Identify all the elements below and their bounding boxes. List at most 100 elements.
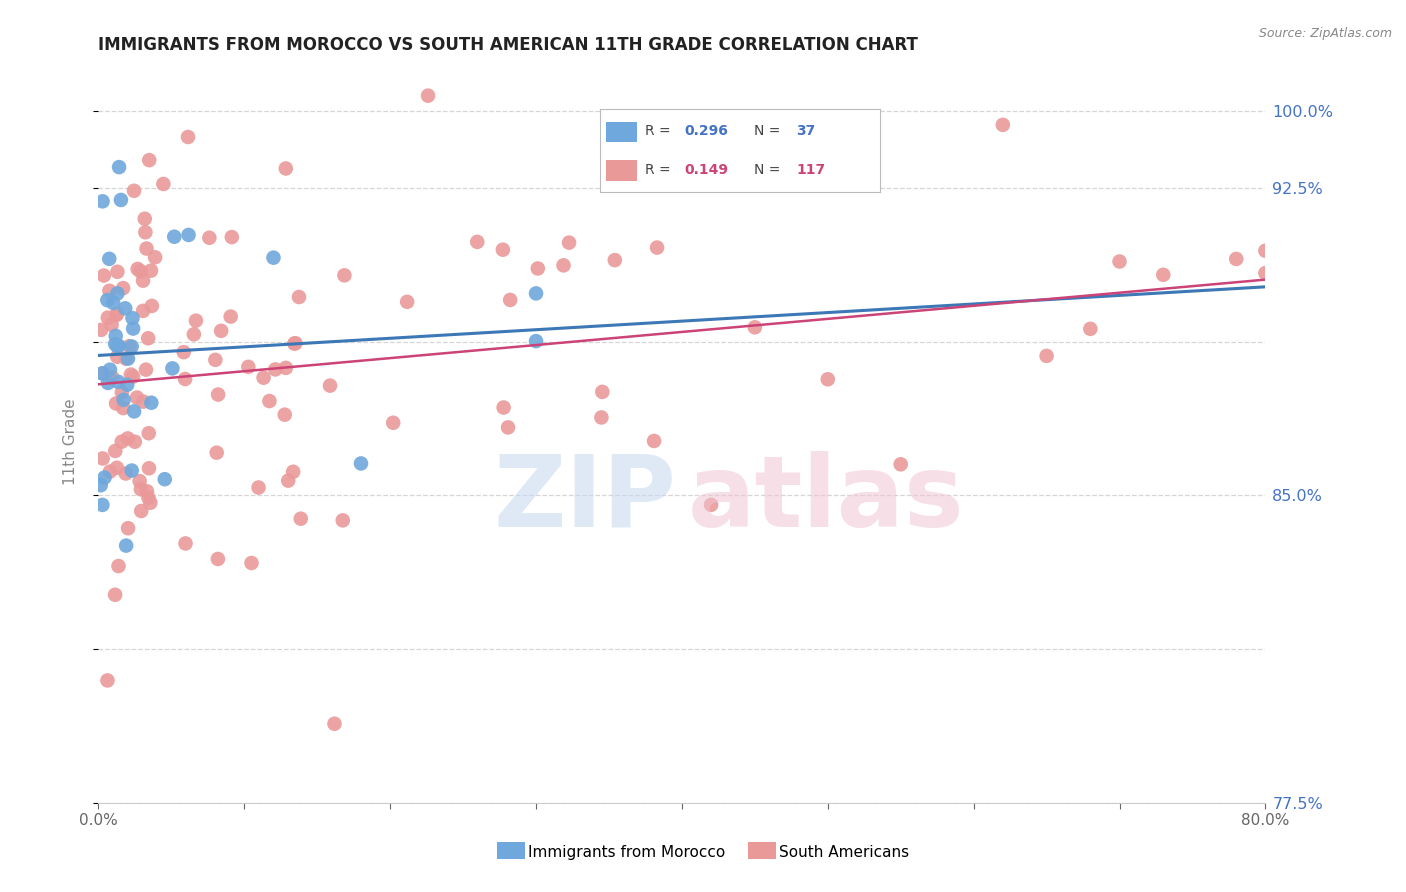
Point — [117, 351, 139, 366]
Point — [132, 394, 155, 409]
Point — [744, 320, 766, 334]
Point — [97, 376, 120, 390]
Point — [117, 521, 139, 535]
Point — [283, 336, 305, 351]
Point — [603, 253, 626, 268]
Point — [100, 318, 122, 332]
Point — [107, 339, 129, 353]
Point — [136, 331, 159, 345]
Point — [288, 290, 311, 304]
Point — [107, 339, 129, 353]
Point — [323, 716, 346, 731]
Point — [143, 250, 166, 264]
Point — [207, 387, 229, 401]
Point — [209, 324, 232, 338]
Point — [163, 229, 186, 244]
Point — [104, 337, 127, 351]
Point — [527, 261, 550, 276]
Point — [91, 451, 114, 466]
Point — [1225, 252, 1247, 266]
Point — [138, 426, 160, 441]
Point — [125, 391, 148, 405]
Text: ZIP: ZIP — [494, 450, 676, 548]
Point — [274, 360, 297, 375]
Point — [91, 367, 114, 381]
Point — [277, 474, 299, 488]
Point — [112, 401, 135, 415]
Point — [264, 362, 287, 376]
Point — [105, 460, 128, 475]
Point — [524, 286, 547, 301]
Point — [1108, 254, 1130, 268]
Point — [128, 474, 150, 488]
Point — [700, 498, 723, 512]
Point — [153, 472, 176, 486]
Text: Source: ZipAtlas.com: Source: ZipAtlas.com — [1258, 27, 1392, 40]
Point — [101, 370, 124, 384]
Point — [134, 225, 156, 239]
Point — [204, 352, 226, 367]
Point — [121, 464, 143, 478]
Point — [132, 274, 155, 288]
Point — [135, 242, 157, 256]
Point — [91, 498, 114, 512]
Point — [90, 478, 112, 492]
Point — [591, 410, 613, 425]
Point — [118, 339, 141, 353]
Point — [105, 307, 128, 321]
Point — [184, 313, 207, 327]
Point — [129, 482, 152, 496]
Point — [111, 434, 134, 449]
Point — [152, 177, 174, 191]
Point — [219, 310, 242, 324]
Point — [115, 351, 138, 366]
Point — [496, 420, 519, 434]
Point — [240, 556, 263, 570]
Point — [333, 268, 356, 283]
Point — [98, 252, 121, 266]
Point — [96, 293, 118, 307]
Point — [1254, 244, 1277, 258]
Point — [274, 161, 297, 176]
Point — [465, 235, 488, 249]
Point — [93, 470, 115, 484]
Point — [112, 281, 135, 295]
Point — [890, 458, 912, 472]
Point — [91, 367, 114, 381]
Point — [1035, 349, 1057, 363]
Point — [104, 444, 127, 458]
Point — [492, 243, 515, 257]
Point — [396, 294, 419, 309]
Point — [174, 536, 197, 550]
Legend: Immigrants from Morocco, South Americans: Immigrants from Morocco, South Americans — [491, 839, 915, 866]
Point — [991, 118, 1014, 132]
Point — [141, 395, 163, 409]
Point — [817, 372, 839, 386]
Point — [122, 321, 145, 335]
Point — [115, 377, 138, 392]
Point — [207, 552, 229, 566]
Point — [104, 588, 127, 602]
Point — [124, 434, 146, 449]
Point — [122, 404, 145, 418]
Point — [104, 329, 127, 343]
Point — [138, 491, 160, 505]
Point — [122, 184, 145, 198]
Text: IMMIGRANTS FROM MOROCCO VS SOUTH AMERICAN 11TH GRADE CORRELATION CHART: IMMIGRANTS FROM MOROCCO VS SOUTH AMERICA… — [98, 36, 918, 54]
Point — [114, 301, 136, 316]
Point — [108, 160, 131, 174]
Point — [107, 265, 129, 279]
Point — [105, 350, 128, 364]
Point — [174, 372, 197, 386]
Point — [332, 513, 354, 527]
Point — [129, 264, 152, 278]
Point — [107, 559, 129, 574]
Point — [98, 465, 121, 479]
Point — [205, 445, 228, 459]
Point — [98, 284, 121, 298]
Point — [281, 465, 304, 479]
Point — [558, 235, 581, 250]
Point — [177, 227, 200, 242]
Point — [553, 258, 575, 272]
Point — [499, 293, 522, 307]
